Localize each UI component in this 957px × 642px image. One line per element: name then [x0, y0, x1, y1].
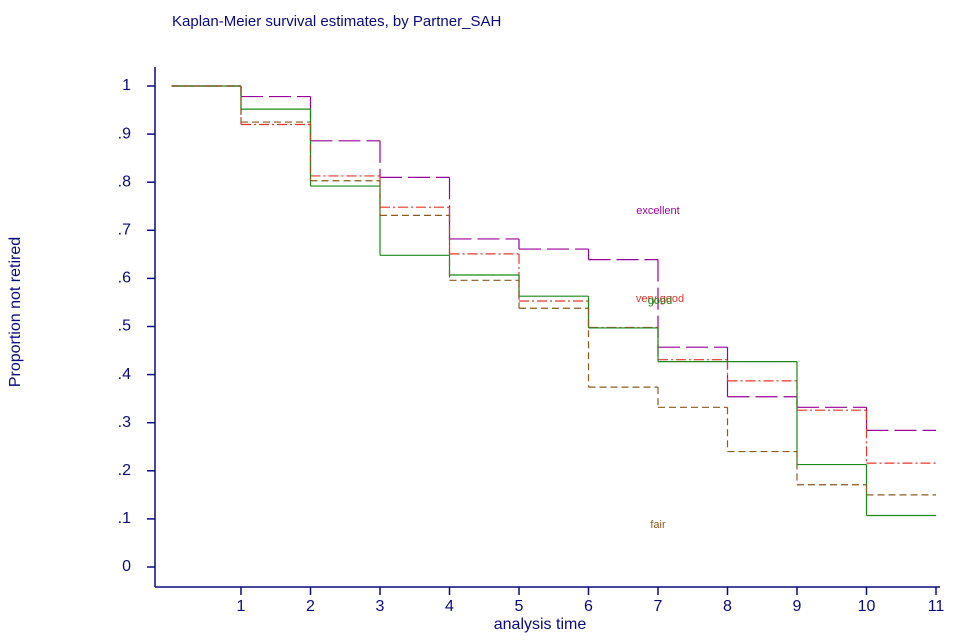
y-tick-label: .4 [118, 366, 131, 383]
series-label: excellent [636, 205, 679, 217]
y-tick-label: .2 [118, 462, 131, 479]
x-tick-label: 10 [858, 598, 876, 615]
y-tick-label: .8 [118, 173, 131, 190]
x-tick-label: 6 [584, 598, 593, 615]
y-tick-label: .1 [118, 510, 131, 527]
y-tick-label: 1 [122, 77, 131, 94]
series-label: good [648, 295, 672, 307]
series-label: fair [650, 519, 666, 531]
y-tick-label: .3 [118, 414, 131, 431]
x-tick-label: 4 [445, 598, 454, 615]
x-tick-label: 2 [306, 598, 315, 615]
y-tick-label: .7 [118, 222, 131, 239]
y-tick-label: .6 [118, 270, 131, 287]
y-tick-label: 0 [122, 558, 131, 575]
x-tick-label: 11 [928, 598, 945, 615]
x-axis-label: analysis time [494, 616, 587, 633]
y-tick-label: .9 [118, 125, 131, 142]
x-tick-label: 8 [723, 598, 732, 615]
x-tick-label: 9 [793, 598, 802, 615]
y-tick-label: .5 [118, 318, 131, 335]
y-axis-label: Proportion not retired [7, 237, 24, 387]
series-label: very good [636, 293, 684, 305]
x-tick-label: 1 [237, 598, 246, 615]
x-tick-label: 5 [515, 598, 524, 615]
x-tick-label: 3 [376, 598, 385, 615]
chart-title: Kaplan-Meier survival estimates, by Part… [172, 13, 501, 30]
x-tick-label: 7 [654, 598, 663, 615]
